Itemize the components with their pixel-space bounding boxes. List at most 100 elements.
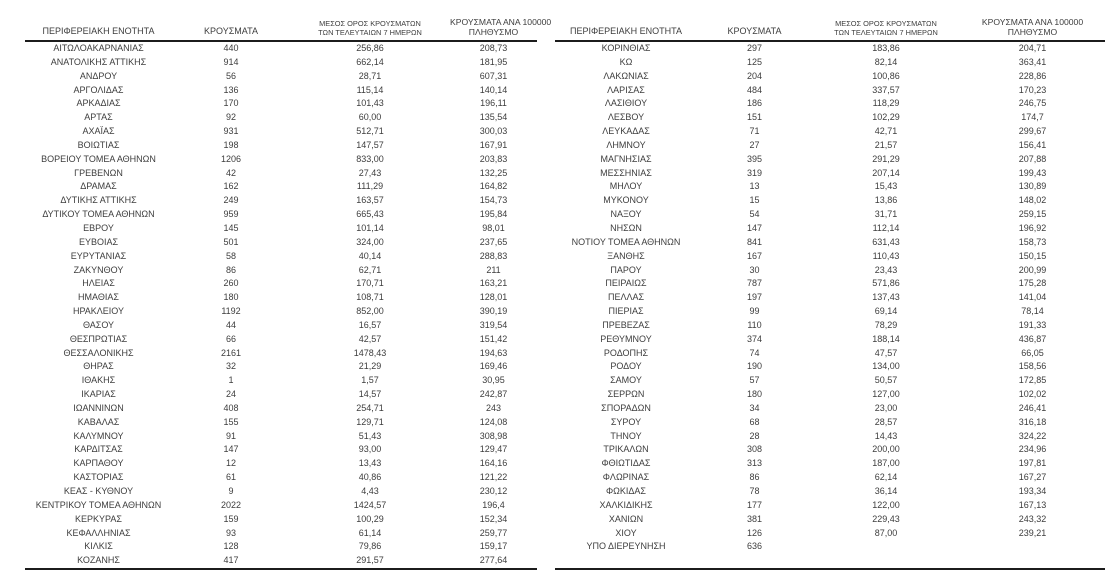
region-cell: ΓΡΕΒΕΝΩΝ — [74, 167, 123, 178]
region-cell: ΚΙΛΚΙΣ — [84, 541, 113, 552]
avg7-cell: 254,71 — [356, 402, 384, 413]
cases-cell: 1206 — [220, 153, 242, 164]
table-row: ΞΑΝΘΗΣ 167 110,43 150,15 — [555, 250, 1105, 264]
avg7-cell: 108,71 — [356, 292, 384, 303]
per100k-cell: 197,81 — [1018, 458, 1047, 469]
table-row: ΛΕΣΒΟΥ 151 102,29 174,7 — [555, 111, 1105, 125]
region-cell: ΗΡΑΚΛΕΙΟΥ — [72, 306, 125, 317]
column-header-region: ΠΕΡΙΦΕΡΕΙΑΚΗ ΕΝΟΤΗΤΑ — [555, 12, 697, 42]
table-row: ΠΡΕΒΕΖΑΣ 110 78,29 191,33 — [555, 319, 1105, 333]
region-cell: ΦΘΙΩΤΙΔΑΣ — [601, 458, 651, 469]
per100k-cell: 174,7 — [1021, 112, 1044, 123]
cases-cell: 99 — [749, 306, 760, 317]
region-cell: ΤΡΙΚΑΛΩΝ — [603, 444, 649, 455]
avg7-cell: 324,00 — [356, 236, 384, 247]
table-row: ΑΡΓΟΛΙΔΑΣ 136 115,14 140,14 — [25, 84, 537, 98]
region-cell: ΜΗΛΟΥ — [609, 181, 643, 192]
cases-cell: 125 — [746, 56, 763, 67]
region-cell: ΔΥΤΙΚΟΥ ΤΟΜΕΑ ΑΘΗΝΩΝ — [42, 209, 155, 220]
cases-cell: 1 — [228, 375, 234, 386]
table-row: ΚΟΖΑΝΗΣ 417 291,57 277,64 — [25, 554, 537, 568]
avg7-cell: 40,86 — [358, 472, 382, 483]
region-cell: ΗΛΕΙΑΣ — [82, 278, 115, 289]
column-header-cases: ΚΡΟΥΣΜΑΤΑ — [697, 12, 812, 42]
region-cell: ΙΚΑΡΙΑΣ — [81, 389, 116, 400]
table-row: ΚΕΡΚΥΡΑΣ 159 100,29 152,34 — [25, 513, 537, 527]
table-row: ΠΕΛΛΑΣ 197 137,43 141,04 — [555, 291, 1105, 305]
region-cell: ΑΝΔΡΟΥ — [79, 70, 118, 81]
avg7-cell: 631,43 — [872, 236, 900, 247]
table-row: ΝΗΣΩΝ 147 112,14 196,92 — [555, 222, 1105, 236]
cases-cell: 110 — [747, 319, 762, 330]
column-header-per100k: ΚΡΟΥΣΜΑΤΑ ΑΝΑ 100000 ΠΛΗΘΥΣΜΟ — [960, 12, 1105, 42]
region-cell: ΠΕΛΛΑΣ — [607, 292, 645, 303]
per100k-cell: 607,31 — [479, 70, 508, 81]
cases-cell: 86 — [749, 472, 760, 483]
avg7-cell: 21,57 — [874, 139, 898, 150]
header-row: ΠΕΡΙΦΕΡΕΙΑΚΗ ΕΝΟΤΗΤΑ ΚΡΟΥΣΜΑΤΑ ΜΕΣΟΣ ΟΡΟ… — [25, 12, 551, 42]
table-row: ΑΝΔΡΟΥ 56 28,71 607,31 — [25, 70, 537, 84]
avg7-cell: 13,86 — [874, 195, 898, 206]
region-cell: ΛΑΣΙΘΙΟΥ — [604, 98, 648, 109]
cases-cell: 155 — [223, 416, 239, 427]
region-cell: ΕΥΒΟΙΑΣ — [78, 236, 119, 247]
cases-cell: 91 — [225, 430, 236, 441]
avg7-cell: 79,86 — [358, 541, 382, 552]
region-cell: ΚΑΡΠΑΘΟΥ — [73, 458, 124, 469]
table-row: ΝΟΤΙΟΥ ΤΟΜΕΑ ΑΘΗΝΩΝ 841 631,43 158,73 — [555, 236, 1105, 250]
table-row: ΚΕΑΣ - ΚΥΘΝΟΥ 9 4,43 230,12 — [25, 485, 537, 499]
cases-cell: 27 — [749, 139, 760, 150]
avg7-cell: 115,14 — [356, 84, 384, 95]
per100k-cell: 148,02 — [1018, 195, 1047, 206]
per100k-cell: 158,56 — [1018, 361, 1047, 372]
cases-cell: 147 — [223, 444, 239, 455]
per100k-cell: 124,08 — [479, 416, 508, 427]
region-cell: ΦΩΚΙΔΑΣ — [606, 486, 646, 496]
region-cell: ΝΟΤΙΟΥ ΤΟΜΕΑ ΑΘΗΝΩΝ — [571, 236, 681, 247]
avg7-cell: 40,14 — [358, 250, 382, 261]
table-row: ΣΥΡΟΥ 68 28,57 316,18 — [555, 416, 1105, 430]
avg7-cell: 122,00 — [872, 499, 900, 510]
region-cell: ΔΥΤΙΚΗΣ ΑΤΤΙΚΗΣ — [60, 195, 137, 206]
regional-cases-table-right: ΠΕΡΙΦΕΡΕΙΑΚΗ ΕΝΟΤΗΤΑ ΚΡΟΥΣΜΑΤΑ ΜΕΣΟΣ ΟΡΟ… — [555, 12, 1105, 554]
avg7-cell: 337,57 — [872, 84, 900, 95]
avg7-cell: 87,00 — [874, 527, 898, 538]
table-row: ΠΕΙΡΑΙΩΣ 787 571,86 175,28 — [555, 277, 1105, 291]
per100k-cell: 141,04 — [1018, 292, 1047, 303]
table-row: ΧΑΝΙΩΝ 381 229,43 243,32 — [555, 513, 1105, 527]
region-cell: ΚΑΛΥΜΝΟΥ — [73, 430, 124, 441]
per100k-cell: 324,22 — [1018, 430, 1047, 441]
avg7-cell — [812, 540, 960, 554]
region-cell: ΚΑΣΤΟΡΙΑΣ — [73, 472, 124, 483]
region-cell: ΧΑΛΚΙΔΙΚΗΣ — [599, 499, 653, 510]
table-row: ΦΘΙΩΤΙΔΑΣ 313 187,00 197,81 — [555, 457, 1105, 471]
table-row: ΕΒΡΟΥ 145 101,14 98,01 — [25, 222, 537, 236]
table-row: ΔΥΤΙΚΗΣ ΑΤΤΙΚΗΣ 249 163,57 154,73 — [25, 194, 537, 208]
per100k-cell: 288,83 — [479, 250, 508, 261]
region-cell: ΔΡΑΜΑΣ — [80, 181, 117, 192]
table-row: ΚΟΡΙΝΘΙΑΣ 297 183,86 204,71 — [555, 41, 1105, 56]
region-cell: ΚΕΝΤΡΙΚΟΥ ΤΟΜΕΑ ΑΘΗΝΩΝ — [35, 499, 162, 510]
region-cell: ΣΕΡΡΩΝ — [607, 389, 645, 400]
cases-cell: 440 — [223, 43, 239, 53]
avg7-cell: 82,14 — [874, 56, 898, 67]
per100k-cell: 319,54 — [479, 319, 508, 330]
per100k-cell: 196,11 — [480, 98, 507, 109]
column-header-avg7-line2: ΤΩΝ ΤΕΛΕΥΤΑΙΩΝ 7 ΗΜΕΡΩΝ — [318, 28, 422, 37]
table-row: ΑΡΤΑΣ 92 60,00 135,54 — [25, 111, 537, 125]
avg7-cell: 665,43 — [356, 209, 384, 220]
region-cell: ΛΕΣΒΟΥ — [607, 112, 645, 123]
column-header-avg7-line2: ΤΩΝ ΤΕΛΕΥΤΑΙΩΝ 7 ΗΜΕΡΩΝ — [834, 28, 938, 37]
cases-cell: 959 — [223, 209, 239, 220]
avg7-cell: 100,86 — [872, 70, 900, 81]
per100k-cell: 172,85 — [1018, 375, 1047, 386]
avg7-cell: 93,00 — [358, 444, 382, 455]
table-row: ΚΑΛΥΜΝΟΥ 91 51,43 308,98 — [25, 430, 537, 444]
table-row: ΡΕΘΥΜΝΟΥ 374 188,14 436,87 — [555, 333, 1105, 347]
cases-cell: 180 — [223, 292, 239, 303]
per100k-cell: 203,83 — [479, 153, 508, 164]
per100k-cell: 246,75 — [1018, 98, 1047, 109]
avg7-cell: 100,29 — [356, 513, 384, 524]
per100k-cell: 164,82 — [479, 181, 508, 192]
per100k-cell: 390,19 — [479, 306, 508, 317]
